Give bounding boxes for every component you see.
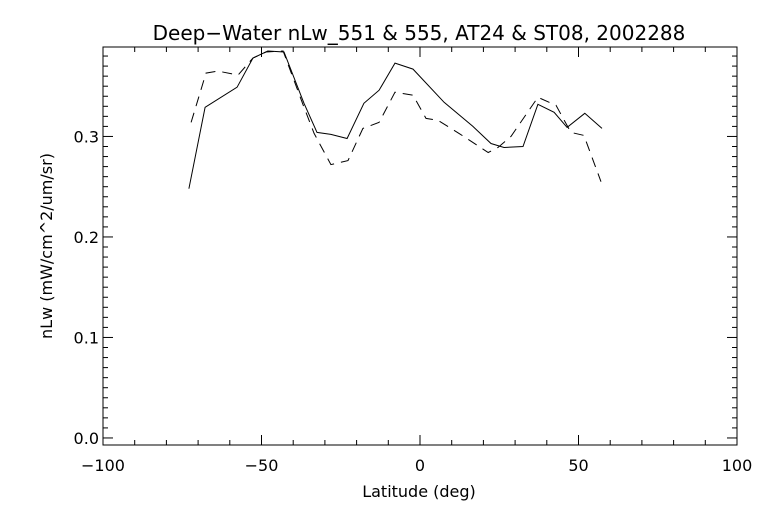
- y-axis-label: nLw (mW/cm^2/um/sr): [37, 153, 56, 339]
- y-tick-label: 0.0: [74, 429, 99, 448]
- y-tick-label: 0.3: [74, 127, 99, 146]
- y-tick-label: 0.1: [74, 328, 99, 347]
- x-tick-label: −100: [81, 456, 125, 475]
- chart-title: Deep−Water nLw_551 & 555, AT24 & ST08, 2…: [153, 21, 686, 45]
- x-tick-label: 0: [415, 456, 425, 475]
- y-tick-label: 0.2: [74, 228, 99, 247]
- x-tick-label: −50: [245, 456, 279, 475]
- series-line-solid: [188, 50, 603, 189]
- x-axis-label: Latitude (deg): [362, 482, 476, 501]
- series-line-dashed: [190, 50, 602, 182]
- x-tick-label: 50: [568, 456, 588, 475]
- x-tick-label: 100: [722, 456, 753, 475]
